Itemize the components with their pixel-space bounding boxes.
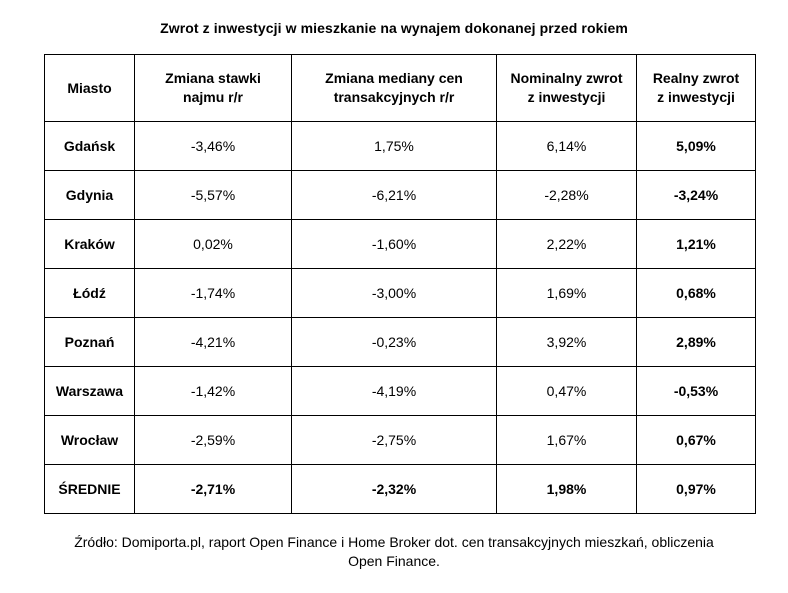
column-header-line: Zmiana mediany cen [325, 70, 463, 86]
column-header-line: Zmiana stawki [165, 70, 261, 86]
column-header-line: Realny zwrot [652, 70, 740, 86]
column-header-line: najmu r/r [183, 89, 243, 105]
cell-rent-change: -2,71% [134, 464, 292, 514]
source-line: Open Finance. [348, 553, 440, 569]
cell-rent-change: -3,46% [134, 121, 292, 171]
cell-nominal-return: 0,47% [496, 366, 637, 416]
table-row: Kraków 0,02% -1,60% 2,22% 1,21% [44, 219, 756, 269]
table-row: Łódź -1,74% -3,00% 1,69% 0,68% [44, 268, 756, 318]
cell-city: Gdynia [44, 170, 135, 220]
cell-real-return: -0,53% [636, 366, 756, 416]
cell-nominal-return: -2,28% [496, 170, 637, 220]
cell-nominal-return: 1,98% [496, 464, 637, 514]
cell-real-return: 0,68% [636, 268, 756, 318]
cell-rent-change: -2,59% [134, 415, 292, 465]
cell-real-return: 0,97% [636, 464, 756, 514]
cell-city: Wrocław [44, 415, 135, 465]
table-row: Warszawa -1,42% -4,19% 0,47% -0,53% [44, 366, 756, 416]
column-header-line: z inwestycji [527, 89, 606, 105]
column-header-line: z inwestycji [657, 89, 735, 105]
cell-city: Łódź [44, 268, 135, 318]
cell-real-return: 1,21% [636, 219, 756, 269]
cell-nominal-return: 1,67% [496, 415, 637, 465]
cell-rent-change: -4,21% [134, 317, 292, 367]
column-header-rent-change: Zmiana stawki najmu r/r [134, 54, 292, 122]
cell-nominal-return: 1,69% [496, 268, 637, 318]
cell-city: Poznań [44, 317, 135, 367]
cell-nominal-return: 2,22% [496, 219, 637, 269]
source-line: Źródło: Domiporta.pl, raport Open Financ… [74, 534, 714, 550]
cell-real-return: 0,67% [636, 415, 756, 465]
cell-median-price-change: -2,32% [291, 464, 497, 514]
cell-median-price-change: -4,19% [291, 366, 497, 416]
cell-median-price-change: 1,75% [291, 121, 497, 171]
returns-table: Miasto Zmiana stawki najmu r/r Zmiana me… [44, 54, 756, 514]
cell-rent-change: -1,42% [134, 366, 292, 416]
column-header-line: transakcyjnych r/r [333, 89, 455, 105]
source-note: Źródło: Domiporta.pl, raport Open Financ… [0, 533, 788, 571]
table-row: Wrocław -2,59% -2,75% 1,67% 0,67% [44, 415, 756, 465]
header-row: Miasto Zmiana stawki najmu r/r Zmiana me… [44, 54, 756, 122]
column-header-median-price-change: Zmiana mediany cen transakcyjnych r/r [291, 54, 497, 122]
cell-rent-change: -5,57% [134, 170, 292, 220]
cell-city: Gdańsk [44, 121, 135, 171]
table-row: Gdynia -5,57% -6,21% -2,28% -3,24% [44, 170, 756, 220]
cell-nominal-return: 3,92% [496, 317, 637, 367]
column-header-line: Nominalny zwrot [510, 70, 623, 86]
cell-real-return: 5,09% [636, 121, 756, 171]
table-row: Poznań -4,21% -0,23% 3,92% 2,89% [44, 317, 756, 367]
cell-rent-change: -1,74% [134, 268, 292, 318]
column-header-line: Miasto [67, 79, 112, 96]
cell-median-price-change: -0,23% [291, 317, 497, 367]
cell-city: ŚREDNIE [44, 464, 135, 514]
cell-rent-change: 0,02% [134, 219, 292, 269]
column-header-nominal-return: Nominalny zwrot z inwestycji [496, 54, 637, 122]
table-row: Gdańsk -3,46% 1,75% 6,14% 5,09% [44, 121, 756, 171]
cell-median-price-change: -3,00% [291, 268, 497, 318]
table-title: Zwrot z inwestycji w mieszkanie na wynaj… [160, 20, 628, 36]
cell-median-price-change: -6,21% [291, 170, 497, 220]
summary-row: ŚREDNIE -2,71% -2,32% 1,98% 0,97% [44, 464, 756, 514]
cell-median-price-change: -2,75% [291, 415, 497, 465]
cell-nominal-return: 6,14% [496, 121, 637, 171]
cell-city: Kraków [44, 219, 135, 269]
cell-city: Warszawa [44, 366, 135, 416]
cell-median-price-change: -1,60% [291, 219, 497, 269]
column-header-city: Miasto [44, 54, 135, 122]
cell-real-return: -3,24% [636, 170, 756, 220]
cell-real-return: 2,89% [636, 317, 756, 367]
column-header-real-return: Realny zwrot z inwestycji [636, 54, 756, 122]
